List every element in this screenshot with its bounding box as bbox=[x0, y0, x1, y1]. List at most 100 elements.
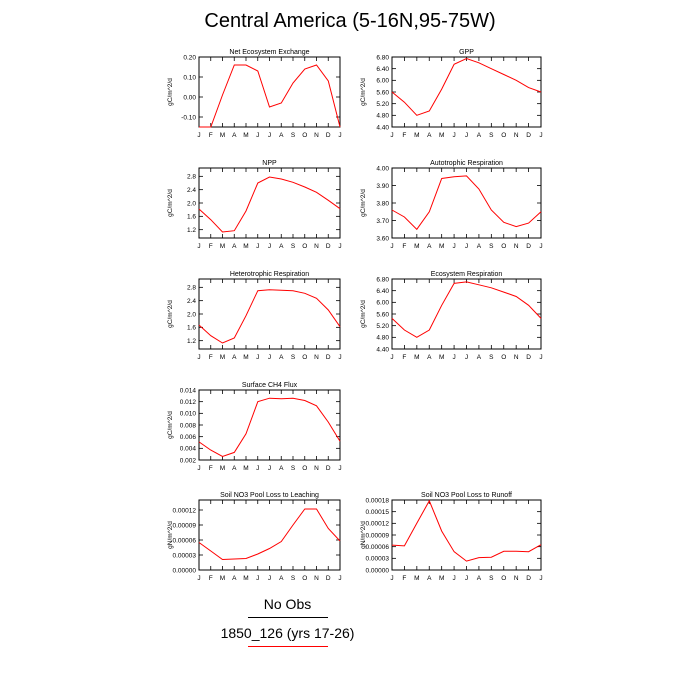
y-tick-label: 0.012 bbox=[180, 399, 197, 406]
x-tick-label: J bbox=[268, 132, 271, 139]
x-tick-label: S bbox=[291, 354, 296, 361]
x-tick-label: D bbox=[326, 575, 331, 582]
x-tick-label: M bbox=[220, 243, 225, 250]
x-tick-label: N bbox=[314, 132, 319, 139]
x-tick-label: M bbox=[439, 354, 444, 361]
x-tick-label: S bbox=[489, 354, 494, 361]
x-tick-label: O bbox=[501, 132, 506, 139]
x-tick-label: M bbox=[243, 132, 248, 139]
y-tick-label: 5.20 bbox=[376, 101, 389, 108]
x-tick-label: A bbox=[279, 465, 284, 472]
plot-frame bbox=[198, 499, 341, 571]
legend-line-model bbox=[247, 646, 328, 647]
x-tick-label: M bbox=[243, 243, 248, 250]
x-tick-label: J bbox=[268, 243, 271, 250]
x-tick-label: J bbox=[256, 243, 259, 250]
y-tick-label: 0.008 bbox=[180, 422, 197, 429]
x-tick-label: D bbox=[526, 575, 531, 582]
x-tick-label: J bbox=[465, 575, 468, 582]
y-tick-label: 4.00 bbox=[376, 165, 389, 172]
y-tick-label: 6.00 bbox=[376, 78, 389, 85]
y-tick-label: 2.4 bbox=[187, 187, 196, 194]
x-tick-label: O bbox=[302, 243, 307, 250]
x-tick-label: S bbox=[291, 575, 296, 582]
x-tick-label: J bbox=[338, 243, 341, 250]
y-tick-label: 0.010 bbox=[180, 411, 197, 418]
x-tick-label: F bbox=[209, 575, 213, 582]
x-tick-label: J bbox=[465, 132, 468, 139]
x-tick-label: M bbox=[220, 465, 225, 472]
y-tick-label: 6.00 bbox=[376, 300, 389, 307]
x-tick-label: A bbox=[232, 354, 237, 361]
x-tick-label: M bbox=[243, 354, 248, 361]
x-tick-label: O bbox=[501, 243, 506, 250]
y-axis-label: gC/m^2/d bbox=[167, 300, 174, 328]
x-tick-label: O bbox=[302, 575, 307, 582]
x-tick-label: A bbox=[427, 243, 432, 250]
y-tick-label: 0.00 bbox=[183, 94, 196, 101]
chart-title: Ecosystem Respiration bbox=[431, 271, 503, 278]
x-tick-label: N bbox=[314, 354, 319, 361]
chart-title: Heterotrophic Respiration bbox=[230, 271, 309, 278]
y-tick-label: 0.00006 bbox=[366, 544, 390, 551]
chart-panel-1: GPPgC/m^2/d6.806.406.005.605.204.804.40J… bbox=[360, 49, 543, 139]
chart-panel-5: Ecosystem Respiration gC/m^2/d 6.80 6.40 6.0… bbox=[360, 271, 543, 361]
x-tick-label: D bbox=[526, 243, 531, 250]
x-tick-label: J bbox=[338, 354, 341, 361]
x-tick-label: M bbox=[414, 132, 419, 139]
x-tick-label: J bbox=[452, 575, 455, 582]
series-line-0 bbox=[198, 176, 341, 233]
x-tick-label: N bbox=[314, 575, 319, 582]
x-tick-label: J bbox=[197, 243, 200, 250]
x-tick-label: F bbox=[402, 354, 406, 361]
x-tick-label: J bbox=[256, 132, 259, 139]
y-axis-label: gC/m^2/d bbox=[360, 78, 367, 106]
x-tick-label: F bbox=[209, 132, 213, 139]
x-tick-label: O bbox=[302, 354, 307, 361]
x-tick-label: F bbox=[209, 465, 213, 472]
x-tick-label: A bbox=[232, 575, 237, 582]
y-tick-label: -0.10 bbox=[181, 114, 196, 121]
y-tick-label: 4.80 bbox=[376, 335, 389, 342]
y-tick-label: 2.4 bbox=[187, 298, 196, 305]
series-line-0 bbox=[391, 499, 542, 562]
chart-panel-6: Surface CH4 Flux gC/m^2/d 0.014 0.012 0.010 0… bbox=[167, 382, 342, 472]
x-tick-label: J bbox=[452, 243, 455, 250]
x-tick-label: O bbox=[501, 354, 506, 361]
y-tick-label: 0.002 bbox=[180, 457, 197, 464]
x-tick-label: M bbox=[220, 132, 225, 139]
x-tick-label: N bbox=[314, 465, 319, 472]
chart-panel-3: Autotrophic Respiration gC/m^2/d 4.00 3.90 3… bbox=[360, 160, 543, 250]
y-axis-label: gN/m^2/d bbox=[360, 521, 367, 549]
x-tick-label: F bbox=[402, 575, 406, 582]
x-tick-label: M bbox=[414, 354, 419, 361]
x-tick-label: J bbox=[390, 354, 393, 361]
x-tick-label: J bbox=[268, 465, 271, 472]
y-axis-label: gC/m^2/d bbox=[360, 189, 367, 217]
plot-frame bbox=[391, 499, 542, 571]
x-tick-label: S bbox=[489, 132, 494, 139]
x-tick-label: J bbox=[539, 575, 542, 582]
x-tick-label: F bbox=[402, 132, 406, 139]
y-tick-label: 0.00000 bbox=[173, 567, 197, 574]
x-tick-label: M bbox=[414, 575, 419, 582]
y-tick-label: 2.8 bbox=[187, 174, 196, 181]
x-tick-label: S bbox=[489, 575, 494, 582]
x-tick-label: A bbox=[477, 243, 482, 250]
x-tick-label: J bbox=[390, 243, 393, 250]
x-tick-label: M bbox=[414, 243, 419, 250]
y-tick-label: 2.8 bbox=[187, 285, 196, 292]
series-line-0 bbox=[391, 281, 542, 338]
legend-line-obs bbox=[247, 617, 328, 618]
x-tick-label: A bbox=[279, 354, 284, 361]
y-tick-label: 6.80 bbox=[376, 54, 389, 61]
series-line-0 bbox=[391, 175, 542, 231]
page-title: Central America (5-16N,95-75W) bbox=[204, 10, 496, 32]
x-tick-label: A bbox=[279, 132, 284, 139]
chart-panel-7: Soil NO3 Pool Loss to LeachinggN/m^2/d0.… bbox=[167, 492, 342, 582]
series-line-0 bbox=[391, 57, 542, 116]
y-tick-label: 4.80 bbox=[376, 113, 389, 120]
x-tick-label: F bbox=[402, 243, 406, 250]
y-tick-label: 2.0 bbox=[187, 311, 196, 318]
